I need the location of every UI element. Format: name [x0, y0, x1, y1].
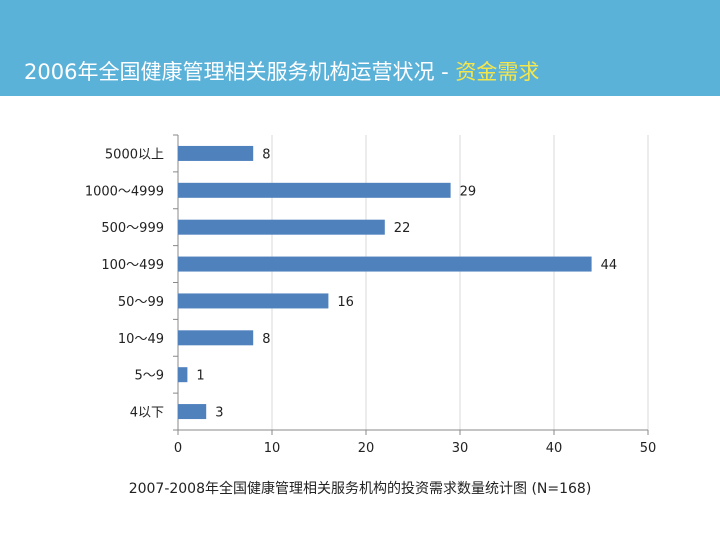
x-tick-label: 50 — [640, 441, 657, 456]
category-label: 100～499 — [101, 258, 164, 273]
data-label: 8 — [262, 332, 270, 347]
data-label: 16 — [337, 295, 354, 310]
chart-caption: 2007-2008年全国健康管理相关服务机构的投资需求数量统计图 (N=168) — [128, 481, 592, 497]
data-label: 22 — [394, 221, 411, 236]
x-tick-label: 0 — [174, 441, 182, 456]
bar — [178, 330, 254, 346]
data-label: 44 — [601, 258, 618, 273]
category-label: 5～9 — [134, 369, 164, 384]
bar — [178, 367, 188, 383]
category-label: 50～99 — [118, 295, 164, 310]
header-bar: 2006年全国健康管理相关服务机构运营状况 - 资金需求 — [0, 0, 720, 96]
category-label: 4以下 — [130, 406, 164, 421]
bar — [178, 182, 451, 198]
page-title: 2006年全国健康管理相关服务机构运营状况 - 资金需求 — [24, 56, 539, 86]
bar — [178, 404, 207, 420]
x-tick-label: 20 — [358, 441, 375, 456]
bar — [178, 256, 592, 272]
data-label: 1 — [196, 369, 204, 384]
bar — [178, 293, 329, 309]
x-tick-label: 40 — [546, 441, 563, 456]
category-label: 5000以上 — [105, 147, 164, 162]
category-label: 1000～4999 — [85, 184, 164, 199]
data-label: 8 — [262, 147, 270, 162]
x-tick-label: 10 — [264, 441, 281, 456]
page-title-accent: 资金需求 — [455, 60, 540, 84]
data-label: 29 — [460, 184, 477, 199]
bar — [178, 145, 254, 161]
bar-chart: 0 10 20 30 40 50 5000以上 8 1000～4999 29 500～999 22 10… — [85, 134, 657, 456]
data-label: 3 — [215, 406, 223, 421]
page-title-main: 2006年全国健康管理相关服务机构运营状况 - — [24, 60, 456, 84]
bar — [178, 219, 385, 235]
category-label: 500～999 — [101, 221, 164, 236]
category-label: 10～49 — [118, 332, 164, 347]
x-tick-label: 30 — [452, 441, 469, 456]
